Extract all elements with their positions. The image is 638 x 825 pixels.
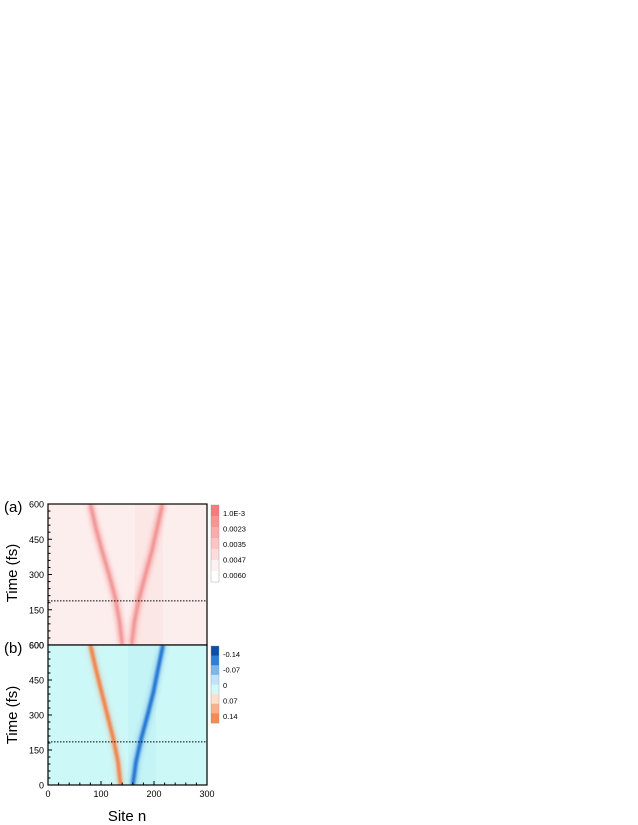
panel-a-trajectories [87,504,165,645]
y-tick-label: 600 [29,500,44,510]
panel-a-ylabel: Time (fs) [4,544,21,603]
panel-b-background [48,645,207,785]
colorbar-label: 1.0E-3 [223,509,245,518]
panel-a-y-ticks: 150 300 450 600 600 [29,500,52,651]
panel-b-y-ticks: 0 150 300 450 600 [29,641,52,791]
y-tick-label: 600 [29,641,44,651]
panel-a-colorbar: 1.0E-3 0.0023 0.0035 0.0047 0.0060 [210,504,246,583]
colorbar-label: 0.0023 [223,525,246,534]
panel-b-x-ticks: 0 100 200 300 [45,781,215,799]
y-tick-label: 300 [29,570,44,580]
colorbar-swatch [211,646,219,656]
trajectory-0 [89,504,124,645]
y-tick-label: 0 [39,781,44,791]
y-tick-label: 150 [29,746,44,756]
y-tick-label: 450 [29,535,44,545]
colorbar-swatch [211,703,219,714]
trajectory-1 [131,645,165,785]
x-tick-label: 300 [199,789,214,799]
colorbar-label: 0.0060 [223,571,246,580]
colorbar-frame [210,645,220,724]
colorbar-label: 0.07 [223,696,238,705]
colorbar-label: 0.14 [223,712,238,721]
colorbar-label: -0.07 [223,666,240,675]
colorbar-swatch [211,516,219,528]
panel-b-label: (b) [4,640,22,657]
colorbar-swatch [211,655,219,666]
colorbar-swatch [211,549,219,561]
colorbar-label: -0.14 [223,650,240,659]
panel-b-trajectories [87,645,166,785]
colorbar-swatch [211,560,219,572]
trajectory-1 [130,504,164,645]
colorbar-swatch [211,694,219,705]
x-tick-label: 200 [146,789,161,799]
colorbar-swatch [211,538,219,550]
colorbar-swatch [211,684,219,695]
y-tick-label: 150 [29,605,44,615]
colorbar-swatch [211,527,219,539]
panel-a-label: (a) [4,499,22,516]
panel-a: 150 300 450 600 600 (a) Time (fs) 1.0E-3 0.00… [4,499,246,651]
x-tick-label: 100 [93,789,108,799]
y-tick-label: 300 [29,711,44,721]
panel-a-background [48,504,207,645]
y-tick-label-bottom: 600 [29,641,44,651]
panel-b-xlabel: Site n [108,808,146,825]
panel-b-colorbar: -0.14 -0.07 0 0.07 0.14 [210,645,240,724]
panel-b: 0 150 300 450 600 0 100 200 300 (b) Time (fs) S… [4,640,240,825]
x-tick-label: 0 [45,789,50,799]
colorbar-label: 0 [223,681,227,690]
colorbar-swatch [211,713,219,724]
y-tick-label: 450 [29,676,44,686]
colorbar-frame [210,504,220,583]
colorbar-label: 0.0035 [223,540,246,549]
colorbar-swatch [211,665,219,676]
colorbar-swatch [211,505,219,517]
trajectory-0 [88,645,123,785]
panel-b-central-glow [128,645,156,785]
colorbar-swatch [211,571,219,583]
colorbar-swatch [211,674,219,685]
colorbar-label: 0.0047 [223,555,246,564]
panel-b-ylabel: Time (fs) [4,686,21,745]
